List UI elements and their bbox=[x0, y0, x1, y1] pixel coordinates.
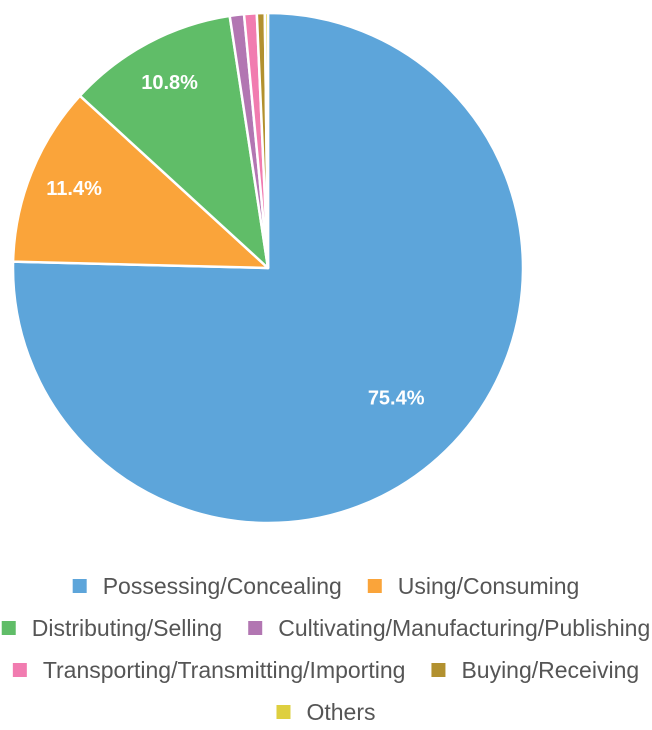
pie-slice-others bbox=[263, 11, 270, 270]
legend-label-distributing-selling: Distributing/Selling bbox=[32, 615, 222, 641]
pie-slice-distributing-selling bbox=[78, 14, 270, 270]
legend-swatch-distributing-selling bbox=[1, 621, 16, 635]
legend-label-possessing-concealing: Possessing/Concealing bbox=[103, 573, 342, 599]
pie-slices bbox=[11, 11, 525, 525]
pie-slice-using-consuming bbox=[11, 94, 270, 270]
legend-label-transporting-transmitting-importing: Transporting/Transmitting/Importing bbox=[43, 657, 406, 683]
legend-label-cultivating-manufacturing-publishing: Cultivating/Manufacturing/Publishing bbox=[278, 615, 650, 641]
pie-slice-labels: 75.4% 11.4% 10.8% bbox=[46, 72, 424, 410]
slice-label-using-consuming: 11.4% bbox=[46, 178, 102, 200]
legend-label-buying-receiving: Buying/Receiving bbox=[461, 657, 639, 683]
legend-label-using-consuming: Using/Consuming bbox=[398, 573, 580, 599]
legend-swatch-buying-receiving bbox=[431, 663, 446, 677]
slice-label-distributing-selling: 10.8% bbox=[141, 72, 198, 94]
legend-swatch-possessing-concealing bbox=[72, 579, 87, 593]
legend-swatch-cultivating-manufacturing-publishing bbox=[248, 621, 263, 635]
slice-label-possessing-concealing: 75.4% bbox=[368, 388, 425, 410]
legend: Possessing/Concealing Using/Consuming Dist… bbox=[1, 573, 650, 725]
legend-swatch-using-consuming bbox=[367, 579, 382, 593]
legend-swatch-transporting-transmitting-importing bbox=[12, 663, 27, 677]
legend-swatch-others bbox=[276, 705, 291, 719]
legend-label-others: Others bbox=[306, 699, 375, 725]
